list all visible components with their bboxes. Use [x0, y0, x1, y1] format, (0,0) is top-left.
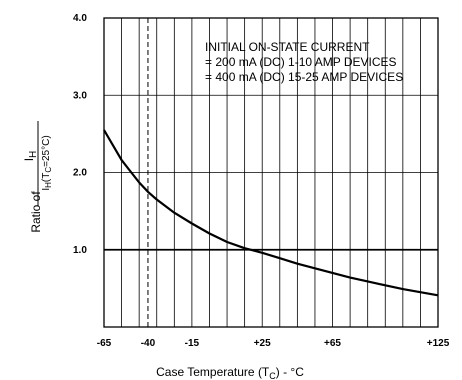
x-tick-label: +125: [427, 338, 450, 349]
y-axis-title-prefix: Ratio of: [29, 191, 43, 233]
y-tick-label: 1.0: [73, 245, 87, 256]
reference-lines: [104, 18, 438, 327]
curve-layer: [103, 129, 439, 297]
legend-annotation: INITIAL ON-STATE CURRENT = 200 mA (DC) 1…: [205, 40, 403, 84]
x-tick-label: -15: [185, 338, 200, 349]
x-tick-label: -65: [97, 338, 112, 349]
series-curve-0: [103, 129, 439, 297]
x-tick-label: +25: [254, 338, 271, 349]
y-axis-title-numerator: IH: [22, 151, 39, 162]
y-axis-title-denominator: IH(TC=25°C): [41, 135, 53, 190]
x-tick-label: -40: [141, 338, 156, 349]
x-axis-title: Case Temperature (TC) - °C: [156, 365, 304, 380]
y-axis-title: Ratio of IH IH(TC=25°C): [22, 121, 53, 233]
annotation-line-2: = 200 mA (DC) 1-10 AMP DEVICES: [205, 55, 397, 69]
x-tick-label: +65: [324, 338, 341, 349]
y-tick-label: 4.0: [73, 13, 87, 24]
annotation-line-1: INITIAL ON-STATE CURRENT: [205, 40, 370, 54]
tick-labels: -65 -40 -15 +25 +65 +125 1.0 2.0 3.0 4.0: [73, 13, 450, 349]
y-tick-label: 3.0: [73, 90, 87, 101]
grid: [104, 18, 438, 327]
y-tick-label: 2.0: [73, 168, 87, 179]
annotation-line-3: = 400 mA (DC) 15-25 AMP DEVICES: [205, 70, 403, 84]
plot-frame: [103, 17, 439, 328]
